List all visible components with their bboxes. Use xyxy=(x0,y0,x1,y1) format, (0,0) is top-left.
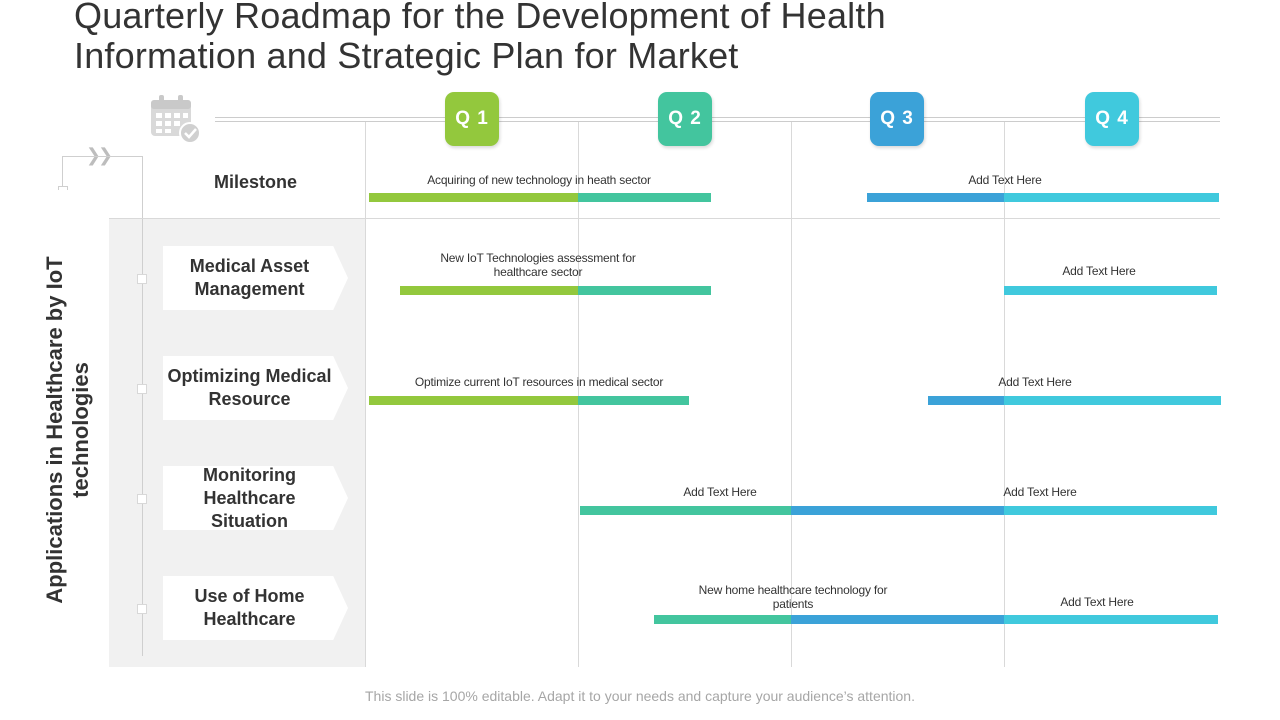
quarter-badge-q2: Q 2 xyxy=(658,92,712,146)
calendar-check-icon xyxy=(151,95,201,143)
double-chevron-right-icon: ❯❯ xyxy=(86,145,113,165)
row-label-line: Monitoring xyxy=(203,464,296,485)
timeline-bar-milestone-b xyxy=(867,193,1219,202)
milestone-divider xyxy=(109,218,1220,219)
vertical-axis-title: Applications in Healthcare by IoT techno… xyxy=(42,220,106,640)
row-label-line: Situation xyxy=(210,510,288,531)
rail-marker xyxy=(137,494,147,504)
connector-tick xyxy=(58,186,68,190)
quarter-badge-q1: Q 1 xyxy=(445,92,499,146)
row-label-line: Optimizing Medical xyxy=(167,366,332,386)
quarter-badge-q4: Q 4 xyxy=(1085,92,1139,146)
rail-marker xyxy=(137,604,147,614)
row-label-line: Medical Asset xyxy=(189,256,310,276)
quarter-badge-q3: Q 3 xyxy=(870,92,924,146)
timeline-bar-row2-a xyxy=(369,396,689,405)
connector-bracket xyxy=(62,156,143,187)
timeline-bar-row3 xyxy=(580,506,1217,515)
row1-label-a: New IoT Technologies assessment for heal… xyxy=(400,251,676,279)
row-label-milestone: Milestone xyxy=(213,172,297,192)
slide-title: Quarterly Roadmap for the Development of… xyxy=(74,0,1074,76)
rail-marker xyxy=(137,384,147,394)
rail-marker xyxy=(137,274,147,284)
timeline-bar-row1-b xyxy=(1004,286,1217,295)
grid-line-q1-start xyxy=(365,122,366,667)
milestone-label-b: Add Text Here xyxy=(968,173,1042,187)
vertical-axis-title-line-2: technologies xyxy=(68,362,93,498)
row-label-line: Resource xyxy=(208,389,291,409)
row4-label-b: Add Text Here xyxy=(1060,595,1134,609)
timeline-bar-row1-a xyxy=(400,286,711,295)
row4-label-a-line-2: patients xyxy=(772,597,814,611)
row-label-line: Management xyxy=(194,279,305,299)
row1-label-b: Add Text Here xyxy=(1062,264,1136,278)
footer-note: This slide is 100% editable. Adapt it to… xyxy=(365,688,915,704)
timeline-bar-row4 xyxy=(654,615,1218,624)
grid-line-q3-start xyxy=(791,122,792,667)
milestone-label-a: Acquiring of new technology in heath sec… xyxy=(427,173,651,187)
row-label-line: Healthcare xyxy=(203,609,296,629)
row3-label-a: Add Text Here xyxy=(683,485,757,499)
row-label-use-of-home-healthcare: Use of Home Healthcare xyxy=(163,576,348,640)
row-label-optimizing-medical-resource: Optimizing Medical Resource xyxy=(163,356,348,420)
grid-line-q4-start xyxy=(1004,122,1005,667)
timeline-bar-milestone-a xyxy=(369,193,711,202)
timeline-bar-row2-b xyxy=(928,396,1221,405)
row4-label-a: New home healthcare technology for patie… xyxy=(683,583,903,611)
row2-label-a: Optimize current IoT resources in medica… xyxy=(414,375,664,389)
row-label-line: Use of Home xyxy=(194,586,305,606)
row3-label-b: Add Text Here xyxy=(1003,485,1077,499)
vertical-axis-title-line-1: Applications in Healthcare by IoT xyxy=(42,256,67,604)
row1-label-a-line-2: healthcare sector xyxy=(493,265,583,279)
row2-label-b: Add Text Here xyxy=(998,375,1072,389)
left-connector-rail xyxy=(142,156,143,656)
row-label-line: Healthcare xyxy=(203,487,296,508)
slide-title-line-1: Quarterly Roadmap for the Development of… xyxy=(74,0,886,36)
row4-label-a-line-1: New home healthcare technology for xyxy=(698,583,888,597)
row-label-monitoring-healthcare-situation: Monitoring Healthcare Situation xyxy=(163,466,348,530)
slide-title-line-2: Information and Strategic Plan for Marke… xyxy=(74,35,739,76)
row-label-medical-asset-management: Medical Asset Management xyxy=(163,246,348,310)
timeline-header-line xyxy=(215,117,1220,122)
row1-label-a-line-1: New IoT Technologies assessment for xyxy=(440,251,636,265)
grid-line-q2-start xyxy=(578,122,579,667)
